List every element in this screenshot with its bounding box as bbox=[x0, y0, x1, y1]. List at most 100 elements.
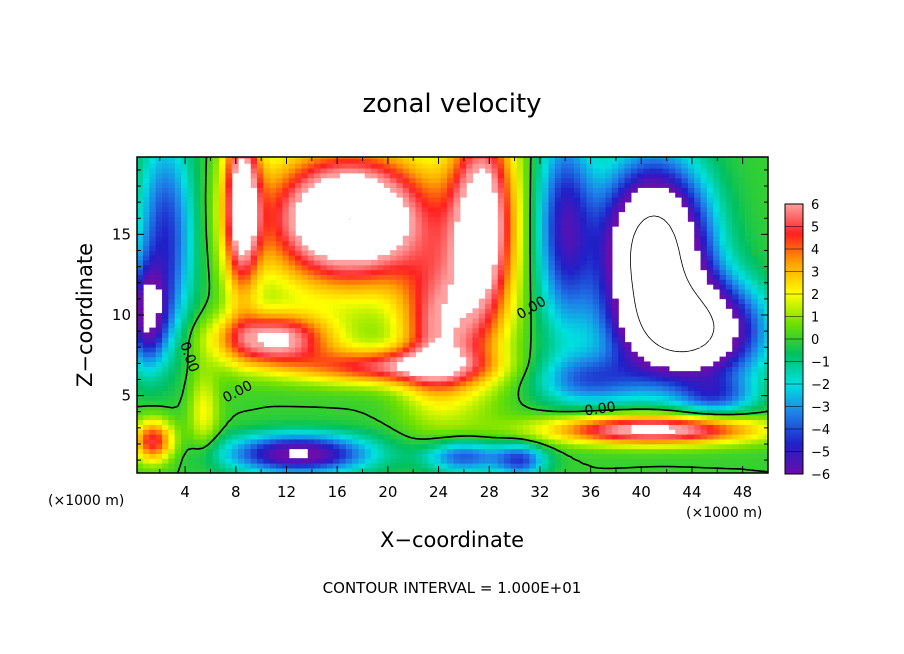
field-cell bbox=[668, 380, 676, 387]
field-cell bbox=[561, 424, 569, 430]
field-cell bbox=[434, 463, 442, 469]
field-cell bbox=[295, 308, 303, 314]
field-cell bbox=[611, 453, 619, 459]
field-cell bbox=[535, 443, 543, 450]
field-cell bbox=[561, 419, 569, 425]
field-cell bbox=[200, 327, 207, 334]
field-cell bbox=[504, 158, 512, 164]
field-cell bbox=[212, 163, 220, 169]
field-cell bbox=[314, 463, 322, 469]
field-cell bbox=[219, 240, 226, 246]
field-cell bbox=[187, 284, 195, 290]
field-cell bbox=[491, 390, 499, 396]
field-cell bbox=[250, 288, 258, 295]
field-cell bbox=[605, 429, 613, 435]
field-cell bbox=[529, 269, 537, 275]
field-cell bbox=[611, 313, 619, 319]
field-cell bbox=[174, 206, 182, 213]
field-cell bbox=[143, 404, 150, 411]
field-cell bbox=[719, 443, 727, 450]
field-cell bbox=[548, 288, 556, 295]
field-cell bbox=[478, 438, 486, 445]
field-cell bbox=[276, 163, 284, 169]
field-cell bbox=[719, 414, 727, 421]
field-cell bbox=[333, 158, 341, 164]
field-cell bbox=[238, 274, 246, 280]
field-cell bbox=[143, 371, 150, 377]
field-cell bbox=[263, 255, 271, 261]
field-cell bbox=[301, 308, 309, 314]
field-cell bbox=[137, 197, 144, 203]
field-cell bbox=[137, 327, 144, 334]
field-cell bbox=[491, 404, 499, 411]
field-cell bbox=[269, 453, 277, 459]
field-cell bbox=[276, 284, 284, 290]
field-cell bbox=[320, 395, 328, 401]
field-cell bbox=[554, 264, 562, 271]
field-cell bbox=[333, 274, 341, 280]
field-cell bbox=[637, 467, 645, 473]
field-cell bbox=[409, 284, 417, 290]
field-cell bbox=[238, 400, 246, 406]
field-cell bbox=[282, 230, 290, 237]
field-cell bbox=[510, 192, 518, 198]
field-cell bbox=[554, 434, 562, 440]
field-cell bbox=[554, 327, 562, 334]
field-cell bbox=[320, 279, 328, 285]
field-cell bbox=[497, 240, 505, 246]
field-cell bbox=[592, 177, 600, 184]
field-cell bbox=[358, 434, 366, 440]
field-cell bbox=[580, 264, 588, 271]
field-cell bbox=[200, 172, 207, 179]
field-cell bbox=[567, 317, 575, 324]
field-cell bbox=[472, 458, 480, 464]
field-cell bbox=[307, 380, 315, 387]
field-cell bbox=[713, 380, 721, 387]
field-cell bbox=[333, 400, 341, 406]
field-cell bbox=[440, 211, 448, 217]
field-cell bbox=[269, 172, 277, 179]
field-cell bbox=[288, 375, 296, 382]
field-cell bbox=[573, 380, 581, 387]
field-cell bbox=[244, 279, 252, 285]
field-cell bbox=[231, 380, 239, 387]
field-cell bbox=[611, 404, 619, 411]
field-cell bbox=[415, 206, 423, 213]
field-cell bbox=[510, 371, 518, 377]
field-cell bbox=[339, 279, 347, 285]
field-cell bbox=[649, 463, 657, 469]
field-cell bbox=[523, 342, 531, 348]
field-cell bbox=[200, 361, 207, 367]
field-cell bbox=[181, 390, 188, 396]
field-cell bbox=[193, 419, 201, 425]
field-cell bbox=[396, 303, 404, 309]
field-cell bbox=[282, 255, 290, 261]
field-cell bbox=[212, 404, 220, 411]
field-cell bbox=[402, 201, 410, 208]
field-cell bbox=[548, 361, 556, 367]
field-cell bbox=[396, 172, 404, 179]
field-cell bbox=[377, 438, 385, 445]
field-cell bbox=[554, 371, 562, 377]
field-cell bbox=[282, 313, 290, 319]
field-cell bbox=[181, 424, 188, 430]
field-cell bbox=[181, 313, 188, 319]
field-cell bbox=[586, 221, 594, 227]
field-cell bbox=[599, 177, 607, 184]
field-cell bbox=[193, 197, 201, 203]
field-cell bbox=[212, 429, 220, 435]
field-cell bbox=[149, 235, 157, 242]
field-cell bbox=[485, 317, 493, 324]
field-cell bbox=[263, 264, 271, 271]
field-cell bbox=[206, 371, 214, 377]
field-cell bbox=[478, 380, 486, 387]
field-cell bbox=[231, 332, 239, 338]
field-cell bbox=[567, 419, 575, 425]
field-cell bbox=[510, 414, 518, 421]
field-cell bbox=[535, 434, 543, 440]
field-cell bbox=[700, 187, 708, 193]
field-cell bbox=[523, 274, 531, 280]
field-cell bbox=[497, 424, 505, 430]
field-cell bbox=[377, 255, 385, 261]
field-cell bbox=[643, 371, 651, 377]
